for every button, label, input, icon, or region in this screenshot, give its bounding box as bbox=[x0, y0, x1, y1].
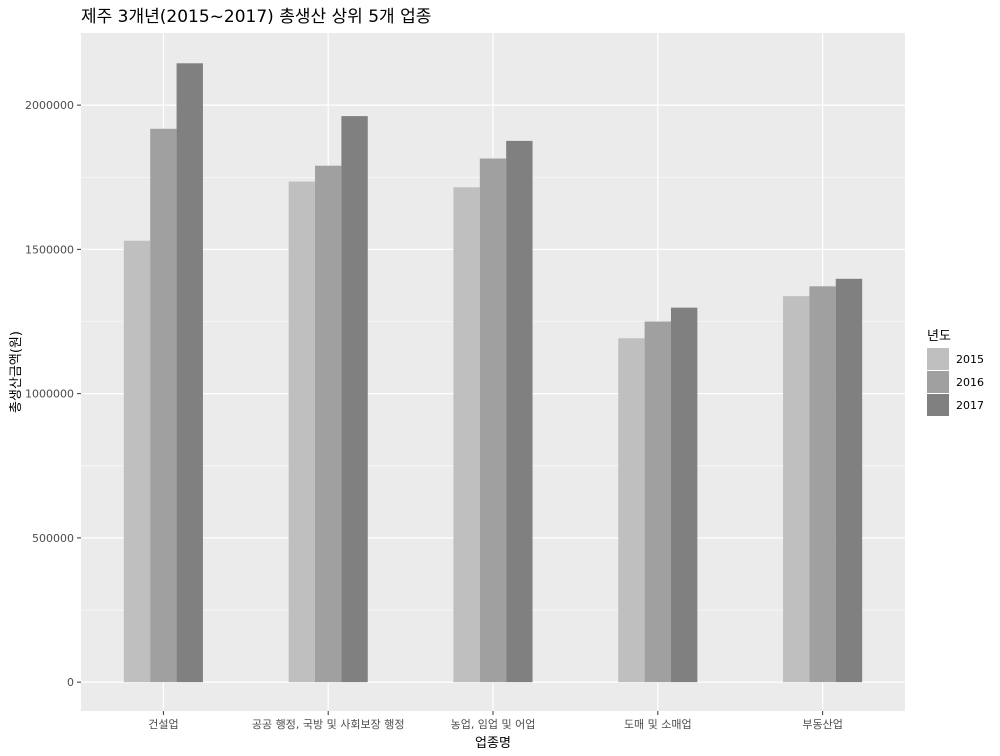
bar-2015-1 bbox=[288, 181, 316, 683]
legend-key-2016 bbox=[927, 371, 949, 393]
bar-2016-2 bbox=[479, 158, 507, 683]
x-tick-label: 농업, 임업 및 어업 bbox=[451, 718, 536, 731]
legend-title: 년도 bbox=[927, 329, 951, 344]
bar-2017-2 bbox=[506, 140, 533, 683]
legend-label-2015: 2015 bbox=[956, 353, 984, 366]
y-tick-label: 1000000 bbox=[25, 388, 74, 401]
legend-key-2015 bbox=[927, 348, 949, 370]
legend-key-2017 bbox=[927, 394, 949, 416]
bar-2017-1 bbox=[341, 116, 368, 683]
bar-2016-0 bbox=[150, 128, 177, 683]
legend: 년도 2015 2016 2017 bbox=[927, 329, 984, 416]
bar-2017-0 bbox=[176, 63, 203, 683]
x-tick-label: 부동산업 bbox=[802, 718, 842, 731]
bar-2015-2 bbox=[453, 187, 480, 683]
y-tick-label: 1500000 bbox=[25, 243, 74, 256]
legend-label-2017: 2017 bbox=[956, 399, 984, 412]
bar-2017-3 bbox=[670, 307, 698, 683]
y-tick-label: 0 bbox=[67, 676, 74, 689]
y-axis-ticks: 0 500000 1000000 1500000 2000000 bbox=[25, 99, 81, 689]
x-tick-label: 도매 및 소매업 bbox=[624, 718, 692, 731]
chart-title: 제주 3개년(2015~2017) 총생산 상위 5개 업종 bbox=[81, 7, 431, 27]
bar-2016-1 bbox=[315, 165, 342, 683]
bar-2017-4 bbox=[835, 278, 863, 683]
x-axis-ticks: 건설업 공공 행정, 국방 및 사회보장 행정 농업, 임업 및 어업 도매 및 소매… bbox=[148, 711, 843, 731]
x-tick-label: 공공 행정, 국방 및 사회보장 행정 bbox=[252, 718, 405, 731]
y-axis-title: 총생산금액(원) bbox=[9, 331, 24, 413]
x-tick-label: 건설업 bbox=[148, 718, 178, 731]
bar-2016-3 bbox=[644, 321, 671, 683]
bar-2015-4 bbox=[783, 296, 810, 683]
bar-2016-4 bbox=[809, 286, 836, 683]
bar-2015-3 bbox=[618, 338, 645, 683]
x-axis-title: 업종명 bbox=[475, 736, 511, 751]
y-tick-label: 2000000 bbox=[25, 99, 74, 112]
y-tick-label: 500000 bbox=[32, 532, 74, 545]
bar-2015-0 bbox=[123, 240, 151, 683]
legend-label-2016: 2016 bbox=[956, 376, 984, 389]
bars bbox=[123, 63, 863, 683]
